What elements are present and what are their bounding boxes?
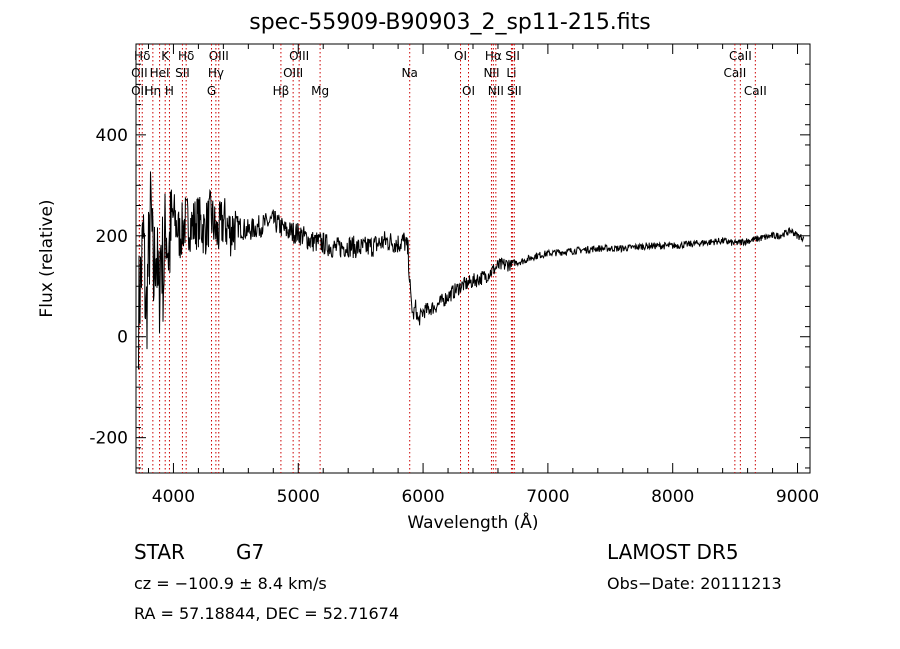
x-axis-label: Wavelength (Å)	[407, 511, 538, 533]
line-marker-label-4: K	[161, 49, 170, 63]
line-marker-label-14: Hβ	[273, 84, 290, 98]
object-class-label: STAR	[134, 540, 185, 564]
line-marker-label-12: OIII	[289, 49, 309, 63]
line-marker-label-18: OI	[462, 84, 475, 98]
coordinates-label: RA = 57.18844, DEC = 52.71674	[134, 604, 400, 623]
x-tick-label-1: 5000	[277, 487, 320, 507]
line-marker-label-9: OIII	[209, 49, 229, 63]
obs-date-label: Obs−Date: 20111213	[607, 574, 782, 593]
line-marker-label-23: NII	[488, 84, 504, 98]
line-marker-label-17: OI	[454, 49, 467, 63]
x-tick-label-0: 4000	[152, 487, 195, 507]
line-marker-label-3: Hη	[145, 84, 162, 98]
line-marker-label-13: OIII	[283, 66, 303, 80]
x-tick-label-4: 8000	[651, 487, 694, 507]
y-tick-label-0: -200	[89, 429, 128, 449]
subclass-label: G7	[236, 540, 265, 564]
line-marker-label-26: CaII	[723, 66, 746, 80]
redshift-label: cz = −100.9 ± 8.4 km/s	[134, 574, 327, 593]
line-marker-label-2: OII	[131, 84, 148, 98]
line-marker-label-0: Hδ	[134, 49, 150, 63]
y-tick-label-1: 0	[117, 328, 128, 348]
line-marker-label-22: Li	[506, 66, 516, 80]
survey-label: LAMOST DR5	[607, 540, 739, 564]
line-marker-label-6: H	[165, 84, 174, 98]
line-marker-label-16: Na	[402, 66, 418, 80]
x-tick-label-5: 9000	[776, 487, 819, 507]
y-tick-label-3: 400	[96, 126, 128, 146]
line-marker-label-27: CaII	[744, 84, 767, 98]
line-marker-label-10: Hγ	[208, 66, 224, 80]
spectrum-line	[138, 171, 805, 370]
line-marker-label-5: HeI	[150, 66, 170, 80]
chart-title: spec-55909-B90903_2_sp11-215.fits	[249, 10, 651, 35]
x-tick-label-3: 7000	[526, 487, 569, 507]
line-marker-label-8: SII	[175, 66, 190, 80]
y-axis-label: Flux (relative)	[37, 199, 57, 317]
line-marker-label-25: CaII	[729, 49, 752, 63]
x-tick-label-2: 6000	[401, 487, 444, 507]
line-marker-label-20: SII	[505, 49, 520, 63]
line-marker-label-21: NII	[483, 66, 499, 80]
y-tick-label-2: 200	[96, 227, 128, 247]
line-marker-label-24: SII	[507, 84, 522, 98]
plot-frame	[135, 43, 811, 474]
line-marker-label-19: Hα	[485, 49, 502, 63]
line-marker-label-7: Hδ	[178, 49, 194, 63]
line-marker-label-11: G	[207, 84, 216, 98]
line-marker-label-15: Mg	[311, 84, 329, 98]
